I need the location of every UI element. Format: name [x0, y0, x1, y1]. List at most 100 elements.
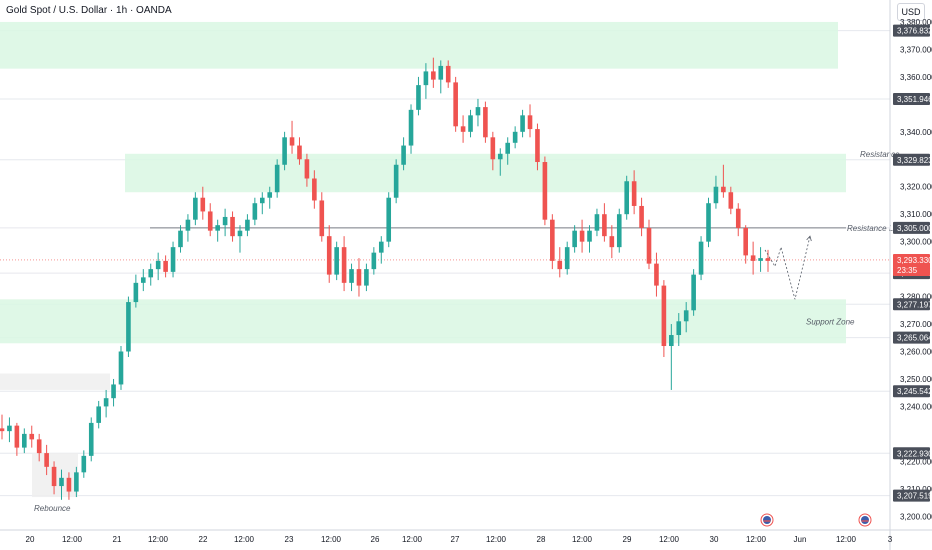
- event-flag: [763, 516, 771, 524]
- candle-body: [631, 181, 637, 206]
- green-zone: [0, 21, 838, 69]
- candle-body: [587, 230, 592, 242]
- badge-label: 3,245.542: [897, 387, 932, 396]
- candle-body: [245, 219, 250, 231]
- time-tick-label: 12:00: [659, 535, 680, 544]
- badge-bg: [893, 385, 930, 398]
- candle-body: [386, 197, 392, 242]
- badge-bg: [893, 298, 930, 311]
- price-tick-label: 3,270.000: [900, 320, 932, 329]
- candle-body: [691, 274, 696, 311]
- candle-body: [7, 425, 12, 432]
- candle-body: [185, 219, 191, 231]
- candle-body: [371, 252, 377, 270]
- candle-body: [550, 219, 555, 261]
- price-level-badge: 3,222.930: [893, 447, 932, 460]
- badge-bg: [893, 93, 930, 106]
- candle-body: [297, 145, 302, 160]
- candle-body: [557, 260, 563, 270]
- grid-layer: [0, 30, 890, 497]
- candle-body: [14, 425, 20, 448]
- candle-body: [438, 65, 444, 80]
- candle-body: [163, 260, 168, 272]
- badge-bg: [893, 24, 930, 37]
- badge-bg: [893, 331, 930, 344]
- annotation-layer: Resistance Resistance Line Support Zone Reb…: [34, 150, 904, 527]
- candle-body: [319, 200, 325, 237]
- candle-body: [103, 398, 109, 407]
- price-tick-label: 3,260.000: [900, 348, 932, 357]
- badge-label: 3,265.064: [897, 334, 932, 343]
- annotation-label: Resistance Line: [847, 224, 904, 233]
- badge-label: 3,305.000: [897, 224, 932, 233]
- candle-body: [393, 164, 399, 198]
- candle-body: [765, 258, 771, 261]
- grey-zone: [0, 373, 110, 390]
- candle-body: [669, 335, 674, 347]
- candle-body: [445, 65, 451, 83]
- candle-body: [207, 211, 213, 231]
- price-tick-label: 3,240.000: [900, 402, 932, 411]
- candle-body: [706, 203, 711, 242]
- time-tick-label: 22: [199, 535, 208, 544]
- candle-body: [661, 285, 667, 347]
- time-tick-label: 12:00: [62, 535, 83, 544]
- badge-bg: [893, 153, 930, 166]
- candle-body: [88, 422, 94, 456]
- annotation-label: Resistance: [860, 150, 900, 159]
- candle-body: [230, 216, 235, 237]
- candle-body: [728, 192, 734, 209]
- candle-body: [431, 71, 436, 80]
- price-tick-label: 3,280.000: [900, 293, 932, 302]
- candle-body: [74, 472, 79, 492]
- badge-label: 3,351.946: [897, 95, 932, 104]
- candle-body: [579, 230, 585, 242]
- time-tick-label: 28: [537, 535, 546, 544]
- currency-button[interactable]: USD: [897, 3, 925, 21]
- candle-body: [505, 142, 511, 154]
- chart-title: Gold Spot / U.S. Dollar · 1h · OANDA: [6, 5, 172, 16]
- candle-body: [698, 241, 704, 275]
- candle-body: [326, 236, 332, 275]
- badge-label: 3,207.519: [897, 492, 932, 501]
- price-level-badge: 3,376.832: [893, 24, 932, 37]
- candle-body: [111, 384, 116, 399]
- time-tick-label: 12:00: [572, 535, 593, 544]
- candle-body: [743, 227, 748, 256]
- candle-body: [334, 247, 339, 275]
- price-tick-label: 3,380.000: [900, 18, 932, 27]
- calendar-event-icon: [858, 513, 872, 527]
- candle-body: [215, 225, 220, 231]
- candle-body: [59, 477, 64, 487]
- candle-body: [178, 230, 183, 248]
- candle-body: [29, 433, 35, 440]
- badge-bg: [893, 221, 930, 234]
- price-tick-label: 3,210.000: [900, 485, 932, 494]
- price-tick-label: 3,310.000: [900, 210, 932, 219]
- line-layer: [0, 227, 890, 261]
- candle-body: [609, 236, 615, 248]
- candle-body: [639, 205, 644, 228]
- candle-body: [416, 85, 421, 110]
- candle-body: [51, 466, 57, 487]
- time-tick-label: 12:00: [746, 535, 767, 544]
- time-tick-label: 12:00: [836, 535, 857, 544]
- time-tick-label: 3: [888, 535, 893, 544]
- candle-body: [349, 269, 354, 283]
- price-tick-label: 3,340.000: [900, 128, 932, 137]
- candle-body: [259, 197, 265, 204]
- candle-body: [713, 186, 719, 204]
- candle-body: [96, 406, 101, 423]
- time-tick-label: 12:00: [234, 535, 255, 544]
- time-tick-label: 12:00: [148, 535, 169, 544]
- candle-body: [252, 203, 258, 220]
- candle-body: [133, 282, 139, 303]
- zone-layer: [0, 21, 846, 498]
- candle-body: [527, 115, 533, 130]
- price-level-badge: 3,207.519: [893, 489, 932, 502]
- price-tick-label: 3,220.000: [900, 457, 932, 466]
- price-level-badge: 3,265.064: [893, 331, 932, 344]
- candle-body: [81, 455, 87, 473]
